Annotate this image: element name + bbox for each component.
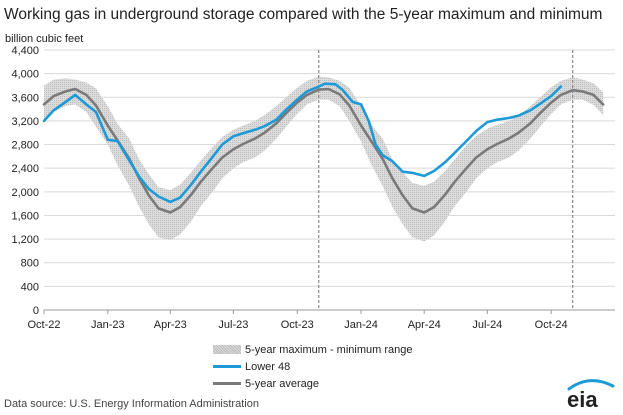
x-tick-label: Oct-23 xyxy=(281,319,314,331)
range-area xyxy=(44,76,604,242)
chart-title: Working gas in underground storage compa… xyxy=(4,6,603,23)
y-tick-label: 3,200 xyxy=(11,116,39,128)
y-tick-label: 400 xyxy=(21,281,39,293)
legend-item-lower48: Lower 48 xyxy=(213,358,412,375)
y-tick-label: 4,400 xyxy=(11,45,39,57)
y-tick-label: 2,000 xyxy=(11,187,39,199)
legend-label-lower48: Lower 48 xyxy=(245,360,291,373)
x-tick-label: Jul-23 xyxy=(218,319,248,331)
y-tick-label: 2,400 xyxy=(11,163,39,175)
y-axis-unit-label: billion cubic feet xyxy=(5,33,84,45)
x-tick-label: Jan-23 xyxy=(91,319,125,331)
vertical-markers xyxy=(318,50,574,310)
x-tick-label: Oct-24 xyxy=(535,319,568,331)
y-tick-label: 4,000 xyxy=(11,69,39,81)
x-tick-label: Oct-22 xyxy=(27,319,60,331)
series-line-lower48 xyxy=(42,82,563,204)
legend-swatch-range xyxy=(213,345,241,354)
x-tick-label: Apr-23 xyxy=(154,319,187,331)
y-tick-label: 1,200 xyxy=(11,234,39,246)
range-band xyxy=(44,76,604,242)
legend-item-range: 5-year maximum - minimum range xyxy=(213,341,412,358)
data-source-note: Data source: U.S. Energy Information Adm… xyxy=(4,398,259,410)
eia-logo: eia xyxy=(567,379,615,410)
legend-label-average: 5-year average xyxy=(245,377,319,390)
y-tick-label: 800 xyxy=(21,258,39,270)
axes: 0 400 800 1,200 1,600 2,000 2,400 2,800 3,200 3,6… xyxy=(11,45,615,331)
eia-logo-text: eia xyxy=(567,387,598,410)
x-tick-label: Jan-24 xyxy=(344,319,378,331)
y-tick-label: 1,600 xyxy=(11,210,39,222)
legend-swatch-average xyxy=(213,382,241,385)
y-tick-label: 3,600 xyxy=(11,92,39,104)
y-tick-label: 2,800 xyxy=(11,140,39,152)
legend: 5-year maximum - minimum range Lower 48 … xyxy=(213,341,412,392)
legend-item-average: 5-year average xyxy=(213,375,412,392)
series-lines xyxy=(42,82,605,214)
legend-swatch-lower48 xyxy=(213,365,241,368)
x-tick-label: Jul-24 xyxy=(472,319,502,331)
legend-label-range: 5-year maximum - minimum range xyxy=(245,343,413,356)
x-tick-label: Apr-24 xyxy=(408,319,441,331)
y-tick-label: 0 xyxy=(33,305,39,317)
